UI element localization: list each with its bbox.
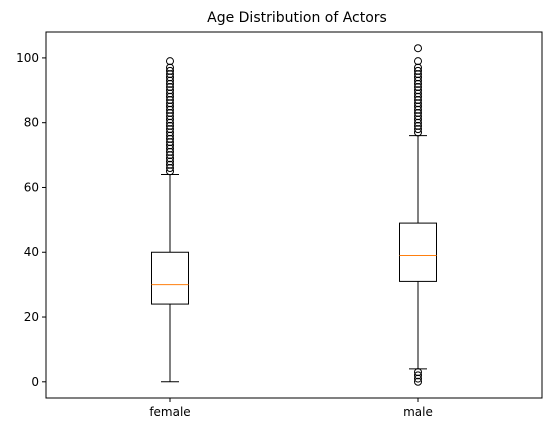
outlier-point xyxy=(166,154,174,163)
y-tick-label: 60 xyxy=(24,180,39,194)
outlier-point xyxy=(166,63,174,72)
y-tick-label: 0 xyxy=(31,375,39,389)
outlier-point xyxy=(414,92,422,101)
outlier-point xyxy=(166,151,174,160)
outlier-point xyxy=(414,112,422,121)
outlier-point xyxy=(166,108,174,117)
outlier-point xyxy=(166,83,174,92)
outlier-point xyxy=(166,112,174,121)
box-iqr xyxy=(399,222,437,282)
chart-title: Age Distribution of Actors xyxy=(207,10,387,26)
outlier-point xyxy=(414,108,422,117)
outlier-point xyxy=(166,121,174,130)
outlier-point xyxy=(414,121,422,130)
x-tick-label-male: male xyxy=(403,405,433,419)
outlier-point xyxy=(414,57,422,66)
outlier-point xyxy=(414,128,422,137)
outlier-point xyxy=(414,105,422,114)
outlier-point xyxy=(166,138,174,147)
outlier-point xyxy=(166,144,174,153)
outlier-point xyxy=(414,374,422,383)
outlier-point xyxy=(166,164,174,173)
outlier-point xyxy=(414,368,422,377)
y-axis: 0 20 40 60 80 100 xyxy=(16,51,46,389)
outlier-point xyxy=(166,89,174,98)
outlier-point xyxy=(166,70,174,79)
outlier-point xyxy=(166,128,174,137)
outlier-point xyxy=(166,105,174,114)
y-tick-label: 80 xyxy=(24,116,39,130)
outlier-point xyxy=(414,99,422,108)
outlier-point xyxy=(166,125,174,134)
outlier-point xyxy=(166,118,174,127)
outlier-point xyxy=(166,157,174,166)
outlier-point xyxy=(414,96,422,105)
outlier-point xyxy=(414,86,422,95)
outlier-point xyxy=(166,79,174,88)
box-iqr xyxy=(151,251,189,305)
outlier-point xyxy=(166,131,174,140)
outlier-point xyxy=(166,76,174,85)
outlier-point xyxy=(414,115,422,124)
outlier-point xyxy=(414,377,422,386)
outlier-point xyxy=(166,167,174,176)
x-axis: female male xyxy=(149,398,433,419)
outlier-point xyxy=(166,102,174,111)
y-tick-label: 100 xyxy=(16,51,39,65)
x-tick-label-female: female xyxy=(149,405,190,419)
outlier-point xyxy=(414,102,422,111)
outlier-point xyxy=(166,99,174,108)
outlier-point xyxy=(166,141,174,150)
outlier-point xyxy=(414,73,422,82)
outlier-point xyxy=(414,66,422,75)
outlier-point xyxy=(414,79,422,88)
outlier-point xyxy=(414,63,422,72)
y-tick-label: 40 xyxy=(24,245,39,259)
outlier-point xyxy=(166,73,174,82)
outlier-point xyxy=(414,76,422,85)
outlier-point xyxy=(166,92,174,101)
outlier-point xyxy=(166,147,174,156)
outlier-point xyxy=(414,44,422,53)
outlier-point xyxy=(166,115,174,124)
outlier-point xyxy=(414,83,422,92)
outlier-point xyxy=(166,86,174,95)
y-tick-label: 20 xyxy=(24,310,39,324)
outlier-point xyxy=(414,118,422,127)
outlier-point xyxy=(166,66,174,75)
outlier-point xyxy=(414,89,422,98)
outlier-point xyxy=(166,96,174,105)
outlier-point xyxy=(166,160,174,169)
outlier-point xyxy=(166,57,174,66)
box-series xyxy=(151,44,437,386)
outlier-point xyxy=(166,134,174,143)
outlier-point xyxy=(414,70,422,79)
outlier-point xyxy=(414,125,422,134)
outlier-point xyxy=(414,371,422,380)
plot-frame xyxy=(45,31,543,399)
